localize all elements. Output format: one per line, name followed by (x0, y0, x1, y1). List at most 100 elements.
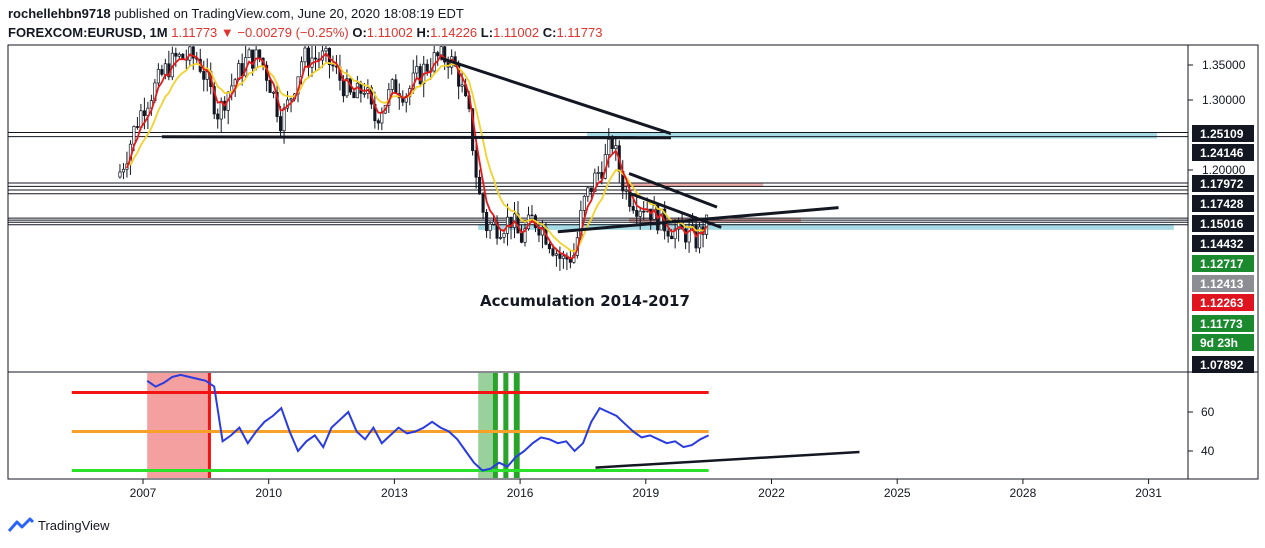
rsi-layer (71, 373, 860, 478)
price-axis: 1.35000 1.30000 1.20000 60 40 (1188, 58, 1246, 458)
candle-body (212, 86, 216, 115)
zones-layer (478, 132, 1174, 230)
candle-body (443, 46, 447, 63)
symbol-title[interactable]: FOREXCOM:EURUSD, 1M (8, 25, 168, 40)
candle-body (614, 145, 618, 149)
candle-body (492, 221, 496, 225)
candle-body (188, 46, 192, 61)
candle-body (589, 187, 593, 192)
price-badge-label: 1.15016 (1200, 217, 1244, 231)
candle-body (376, 120, 380, 124)
candle-body (659, 208, 663, 231)
candle-body (390, 79, 394, 90)
price-labels: 1.25109 1.24146 1.17972 1.17428 1.15016 1.144… (1192, 125, 1254, 373)
candle-body (251, 49, 255, 69)
price-badge (1192, 334, 1254, 351)
tradingview-footer[interactable]: TradingView (8, 517, 110, 533)
time-tick-label: 2010 (255, 486, 282, 500)
candle-body (380, 112, 384, 124)
candle-body (481, 193, 485, 213)
price-badge-label: 1.12717 (1200, 257, 1244, 271)
price-badge-label: 1.25109 (1200, 127, 1244, 141)
candle-body (303, 47, 307, 63)
horizontal-resistance-trendline (161, 135, 671, 140)
accumulation-annotation: Accumulation 2014-2017 (480, 292, 690, 310)
candle-body (135, 126, 139, 128)
price-tick-label: 1.35000 (1202, 58, 1246, 72)
author-name[interactable]: rochellehbn9718 (8, 6, 111, 21)
low-value: 1.11002 (493, 25, 540, 40)
trendlines-layer (161, 56, 839, 234)
time-tick-label: 2007 (130, 486, 157, 500)
published-text: published on TradingView.com, June 20, 2… (114, 6, 464, 21)
close-value: 1.11773 (556, 25, 603, 40)
price-badge-label: 1.24146 (1200, 146, 1244, 160)
oversold-highlight-0 (478, 373, 493, 478)
price-tick-label: 1.20000 (1202, 163, 1246, 177)
candle-body (547, 243, 551, 250)
candle-body (554, 253, 558, 256)
candle-body (394, 79, 398, 94)
candle-body (289, 98, 293, 101)
candle-body (551, 248, 555, 256)
chart-frame (7, 44, 1259, 480)
candle-body (177, 53, 181, 57)
candle-body (502, 233, 506, 238)
candle-body (352, 91, 356, 99)
candle-body (415, 66, 419, 74)
overbought-highlight (147, 373, 211, 478)
candle-body (488, 223, 492, 232)
rsi-tick-label: 60 (1201, 405, 1215, 419)
candle-body (272, 91, 276, 94)
candle-body (174, 52, 178, 57)
price-badge (1192, 144, 1254, 161)
candle-body (156, 69, 160, 84)
candle-body (631, 206, 635, 211)
time-tick-label: 2013 (381, 486, 408, 500)
price-badge-label: 1.07892 (1200, 358, 1244, 372)
price-badge (1192, 356, 1254, 373)
price-badge-label: 1.12263 (1200, 296, 1244, 310)
price-badge (1192, 195, 1254, 212)
oversold-highlight-3 (513, 373, 520, 478)
candle-body (596, 172, 600, 174)
candle-body (341, 80, 345, 97)
candle-body (160, 69, 164, 75)
candle-body (457, 65, 461, 87)
symbol-legend: FOREXCOM:EURUSD, 1M 1.11773 ▼ −0.00279 (… (8, 25, 602, 40)
high-label: H: (416, 25, 431, 40)
candle-body (705, 214, 709, 235)
channel-upper-trendline (628, 172, 718, 209)
candle-body (163, 63, 167, 75)
candle-body (635, 210, 639, 217)
price-badge-label: 9d 23h (1200, 336, 1238, 350)
candle-body (610, 138, 614, 149)
time-axis: 2007 2010 2013 2016 2019 2022 2025 2028 2031 (130, 479, 1162, 500)
time-tick-label: 2019 (632, 486, 659, 500)
candle-body (568, 258, 572, 263)
oversold-highlight-2 (503, 373, 509, 478)
high-value: 1.14226 (430, 25, 478, 40)
descending-trendline (440, 56, 672, 136)
overbought-marker (207, 373, 211, 478)
candle-body (519, 232, 524, 243)
candle-body (191, 46, 195, 59)
ema-slow-line (129, 61, 708, 253)
rsi-line (146, 373, 710, 472)
price-badge-label: 1.11773 (1200, 317, 1243, 331)
oversold-highlight-1 (492, 373, 498, 478)
low-label: L: (480, 25, 494, 40)
candle-body (642, 210, 646, 213)
tradingview-brand: TradingView (38, 517, 110, 533)
price-badge (1192, 255, 1254, 272)
price-badge (1192, 175, 1254, 192)
candle-body (460, 84, 464, 87)
down-arrow-icon: ▼ (220, 25, 234, 40)
moving-averages-layer (126, 52, 708, 260)
price-badge (1192, 275, 1254, 292)
candle-body (523, 228, 527, 243)
candle-body (216, 113, 220, 120)
price-badge-label: 1.17428 (1200, 197, 1244, 211)
price-tick-label: 1.30000 (1202, 93, 1246, 107)
